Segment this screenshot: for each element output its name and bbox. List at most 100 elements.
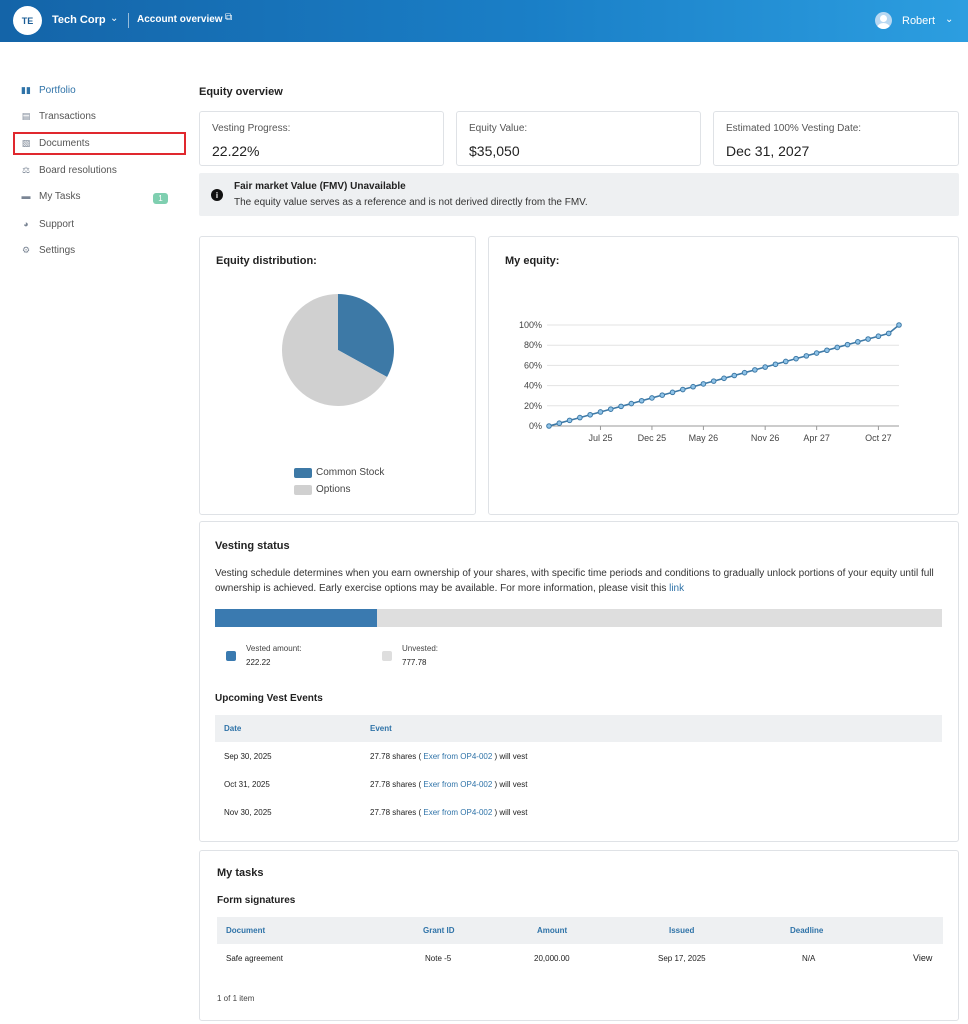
pie-slice-common-stock bbox=[338, 294, 394, 377]
x-tick-label: Apr 27 bbox=[803, 433, 830, 443]
equity-point bbox=[607, 406, 614, 412]
vesting-progress-fill bbox=[215, 609, 377, 627]
sidebar-item-label: Board resolutions bbox=[39, 164, 117, 176]
bars-icon: ▮▮ bbox=[21, 84, 31, 95]
column-header-deadline[interactable]: Deadline bbox=[790, 926, 824, 935]
grant-link[interactable]: Exer from OP4-002 bbox=[423, 780, 493, 789]
sidebar-item-my-tasks[interactable]: ▬ My Tasks bbox=[20, 188, 81, 204]
x-tick-label: Dec 25 bbox=[638, 433, 667, 443]
sidebar-item-support[interactable]: ◕ Support bbox=[20, 216, 74, 232]
grant-link[interactable]: Exer from OP4-002 bbox=[423, 808, 493, 817]
more-info-link[interactable]: link bbox=[669, 583, 685, 594]
equity-point bbox=[896, 322, 902, 328]
task-grant-id: Note -5 bbox=[425, 954, 452, 963]
equity-point bbox=[875, 333, 882, 340]
equity-point bbox=[577, 414, 583, 421]
vest-event-text: ) will vest bbox=[492, 752, 528, 761]
vest-event-text: ) will vest bbox=[492, 780, 528, 789]
document-icon: ▧ bbox=[21, 137, 31, 148]
sidebar-item-documents[interactable]: ▧ Documents bbox=[20, 135, 90, 151]
vest-event-text: 27.78 shares ( bbox=[370, 808, 424, 817]
legend-item-common-stock: Common Stock bbox=[294, 467, 384, 478]
y-tick-label: 20% bbox=[524, 401, 542, 411]
chevron-down-icon[interactable]: ⌄ bbox=[110, 13, 119, 24]
equity-point bbox=[700, 381, 707, 387]
account-overview-link[interactable]: Account overview bbox=[137, 14, 223, 25]
tray-icon: ▬ bbox=[21, 191, 31, 201]
sidebar-item-label: Support bbox=[39, 218, 75, 230]
task-deadline: N/A bbox=[802, 954, 816, 963]
sidebar-item-label: Transactions bbox=[39, 110, 96, 122]
external-link-icon[interactable]: ⧉ bbox=[225, 12, 233, 23]
equity-point bbox=[741, 369, 748, 376]
stat-card-vesting-date: Estimated 100% Vesting Date: Dec 31, 202… bbox=[713, 111, 959, 166]
y-tick-label: 100% bbox=[519, 320, 542, 330]
view-button[interactable]: View bbox=[913, 953, 933, 963]
company-avatar[interactable]: TE bbox=[13, 6, 42, 35]
equity-point bbox=[669, 389, 676, 396]
sidebar-item-label: Settings bbox=[39, 244, 76, 256]
card-title: My equity: bbox=[505, 255, 560, 267]
vest-table-header: Date Event bbox=[215, 715, 942, 742]
column-header-amount[interactable]: Amount bbox=[537, 926, 568, 935]
sidebar-item-label: Documents bbox=[39, 137, 90, 149]
equity-point bbox=[803, 353, 810, 359]
y-tick-label: 40% bbox=[524, 381, 542, 391]
stat-card-vesting-progress: Vesting Progress: 22.22% bbox=[199, 111, 444, 166]
support-icon: ◕ bbox=[23, 219, 29, 229]
equity-point bbox=[721, 375, 727, 382]
y-tick-label: 80% bbox=[524, 340, 542, 350]
banner-title: Fair market Value (FMV) Unavailable bbox=[234, 181, 406, 192]
chevron-down-icon[interactable]: ⌄ bbox=[945, 14, 954, 25]
equity-point bbox=[772, 361, 779, 368]
column-header-grant-id[interactable]: Grant ID bbox=[423, 926, 455, 935]
vested-label: Vested amount: bbox=[246, 644, 302, 653]
gavel-icon: ⚖ bbox=[21, 164, 31, 175]
equity-point bbox=[834, 344, 841, 351]
column-header-document[interactable]: Document bbox=[226, 926, 266, 935]
task-amount: 20,000.00 bbox=[534, 954, 570, 963]
vest-event: 27.78 shares ( Exer from OP4-002 ) will … bbox=[370, 780, 527, 789]
column-header-date[interactable]: Date bbox=[224, 724, 242, 733]
equity-point bbox=[731, 372, 738, 379]
company-name[interactable]: Tech Corp bbox=[52, 14, 106, 26]
x-tick-label: Oct 27 bbox=[865, 433, 892, 443]
user-avatar[interactable] bbox=[875, 12, 892, 29]
equity-point bbox=[618, 403, 624, 410]
vest-event-text: ) will vest bbox=[492, 808, 528, 817]
column-header-issued[interactable]: Issued bbox=[669, 926, 695, 935]
task-document: Safe agreement bbox=[226, 954, 283, 963]
sidebar-item-transactions[interactable]: ▤ Transactions bbox=[20, 108, 96, 124]
stat-value: 22.22% bbox=[212, 143, 260, 159]
y-tick-label: 60% bbox=[524, 360, 542, 370]
line-chart: 0% 20% 40% 60% 80% 100% Jul 25 Dec 25 May 26 Nov … bbox=[519, 320, 902, 443]
task-issued: Sep 17, 2025 bbox=[658, 954, 706, 963]
vest-event-text: 27.78 shares ( bbox=[370, 780, 424, 789]
header-divider bbox=[128, 13, 129, 28]
x-tick-label: Nov 26 bbox=[751, 433, 780, 443]
my-equity-card: My equity: 0% 20% 40% 60% 80% 100% Jul 25 Dec 2… bbox=[488, 236, 959, 515]
equity-point bbox=[855, 339, 861, 345]
equity-point bbox=[824, 347, 830, 354]
stat-value: $35,050 bbox=[469, 143, 520, 159]
card-title: Equity distribution: bbox=[216, 255, 317, 267]
vested-swatch bbox=[226, 651, 236, 661]
equity-point bbox=[628, 400, 635, 407]
equity-point bbox=[885, 330, 892, 337]
user-name[interactable]: Robert bbox=[902, 15, 936, 27]
equity-point bbox=[680, 386, 686, 393]
x-tick-label: Jul 25 bbox=[588, 433, 612, 443]
sidebar-item-portfolio[interactable]: ▮▮ Portfolio bbox=[20, 82, 76, 98]
pagination-info: 1 of 1 item bbox=[217, 994, 255, 1003]
equity-point bbox=[587, 411, 593, 418]
unvested-label: Unvested: bbox=[402, 644, 439, 653]
equity-point bbox=[597, 409, 604, 415]
x-tick-label: May 26 bbox=[689, 433, 719, 443]
column-header-event[interactable]: Event bbox=[370, 724, 392, 733]
grant-link[interactable]: Exer from OP4-002 bbox=[423, 752, 493, 761]
equity-point bbox=[865, 336, 871, 342]
vesting-status-card: Vesting status Vesting schedule determin… bbox=[199, 521, 959, 842]
clipboard-icon: ▤ bbox=[21, 110, 31, 121]
sidebar-item-settings[interactable]: ⚙ Settings bbox=[20, 242, 75, 258]
sidebar-item-board-resolutions[interactable]: ⚖ Board resolutions bbox=[20, 162, 117, 178]
